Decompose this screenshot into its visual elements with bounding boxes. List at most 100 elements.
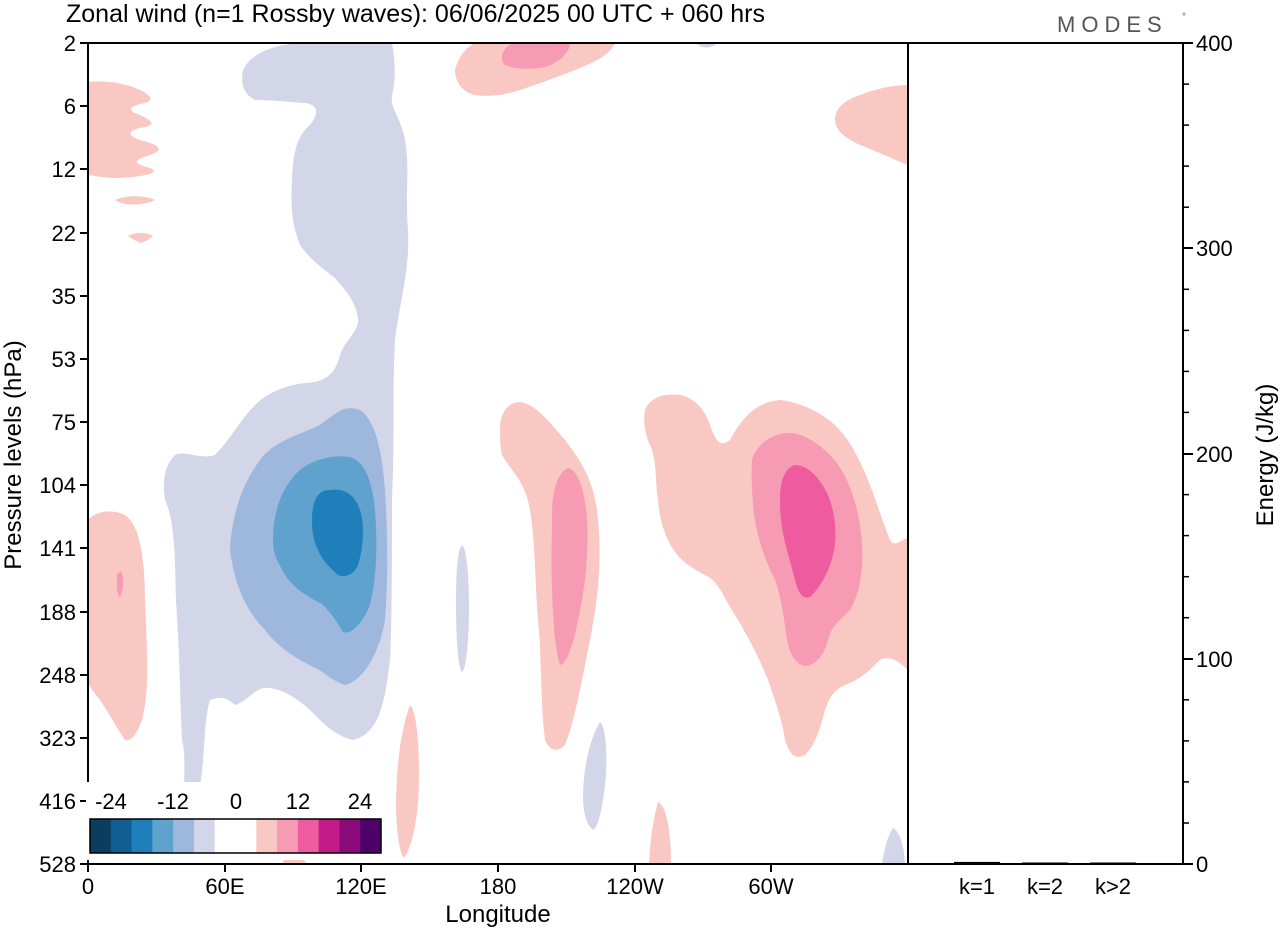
energy-tick: 300 (1183, 236, 1233, 261)
svg-text:200: 200 (1196, 442, 1233, 467)
colorbar-swatch (173, 819, 195, 853)
svg-text:60E: 60E (205, 874, 244, 899)
svg-text:104: 104 (39, 473, 76, 498)
svg-text:120W: 120W (606, 874, 664, 899)
x-axis-label: Longitude (445, 901, 550, 928)
contour-fill (88, 43, 908, 864)
svg-text:0: 0 (1196, 852, 1208, 877)
energy-bar (1090, 862, 1136, 864)
contour-pos-streak-1 (115, 196, 155, 205)
colorbar-tick: -24 (95, 789, 127, 814)
colorbar-tick: 24 (348, 789, 372, 814)
energy-category-label: k=1 (959, 874, 995, 899)
y-tick: 104 (39, 473, 88, 498)
energy-category-label: k>2 (1095, 874, 1131, 899)
svg-text:0: 0 (82, 874, 94, 899)
y-tick: 141 (39, 536, 88, 561)
svg-text:35: 35 (52, 284, 76, 309)
colorbar-swatch (339, 819, 361, 853)
contour-neg-patch-a (456, 545, 469, 672)
svg-text:400: 400 (1196, 31, 1233, 56)
y-tick: 6 (64, 94, 88, 119)
contour-pos-mid-2 (551, 468, 588, 665)
energy-tick: 0 (1183, 852, 1208, 877)
x-tick: 120E (335, 864, 387, 899)
contour-pos-topright (835, 85, 908, 165)
colorbar-swatch (193, 819, 216, 853)
energy-tick: 100 (1183, 647, 1233, 672)
y-tick: 323 (39, 726, 88, 751)
energy-bar (1022, 862, 1068, 864)
svg-text:12: 12 (52, 157, 76, 182)
svg-text:2: 2 (64, 31, 76, 56)
energy-axis-label: Energy (J/kg) (1252, 384, 1279, 527)
contour-neg-level4 (312, 489, 363, 577)
svg-text:248: 248 (39, 663, 76, 688)
y-tick: 248 (39, 663, 88, 688)
energy-minor-ticks (1183, 83, 1189, 824)
y-tick: 528 (39, 852, 88, 877)
energy-panel: 0 100 200 300 400 Energy (J/kg) k=1 k=2 … (907, 31, 1279, 899)
x-axis-longitude: 0 60E 120E 180 120W 60W Longitude (82, 864, 794, 928)
colorbar-swatch (360, 819, 382, 853)
x-tick: 120W (606, 864, 664, 899)
energy-tick: 200 (1183, 442, 1233, 467)
colorbar-tick: 12 (286, 789, 310, 814)
svg-text:22: 22 (52, 221, 76, 246)
svg-text:416: 416 (39, 789, 76, 814)
contour-pos-topcenter (455, 43, 615, 96)
contour-neg-patch-b (583, 722, 607, 830)
colorbar-tick: 0 (230, 789, 242, 814)
energy-category-label: k=2 (1027, 874, 1063, 899)
svg-text:141: 141 (39, 536, 76, 561)
x-tick: 180 (480, 864, 517, 899)
y-tick: 12 (52, 157, 88, 182)
energy-bar (954, 861, 1000, 864)
colorbar-swatches (90, 819, 382, 853)
colorbar-swatch (297, 819, 320, 853)
contour-pos-leftcol (88, 511, 148, 741)
colorbar-swatch (90, 819, 112, 853)
contour-neg-patch-d (696, 43, 718, 48)
y-tick: 75 (52, 410, 88, 435)
y-tick: 22 (52, 221, 88, 246)
contour-panel (87, 42, 909, 865)
colorbar-legend: -24 -12 0 12 24 (86, 782, 386, 860)
colorbar-swatch (131, 819, 153, 853)
contour-pos-bottom-2 (649, 802, 671, 864)
svg-text:60W: 60W (748, 874, 793, 899)
svg-text:323: 323 (39, 726, 76, 751)
svg-text:MODES: MODES (1057, 12, 1168, 37)
y-axis-label: Pressure levels (hPa) (0, 340, 27, 569)
colorbar-swatch (214, 819, 236, 853)
energy-tick: 400 (1183, 31, 1233, 56)
svg-text:180: 180 (480, 874, 517, 899)
svg-text:53: 53 (52, 347, 76, 372)
colorbar-swatch (152, 819, 174, 853)
contour-pos-leftcol-dot (116, 571, 124, 597)
y-tick: 2 (64, 31, 88, 56)
modes-logo: MODES ° (1057, 12, 1186, 37)
y-tick: 416 (39, 789, 88, 814)
contour-pos-topcenter-core (502, 43, 570, 69)
x-tick: 60W (748, 864, 794, 899)
colorbar-swatch (277, 819, 299, 853)
y-tick: 188 (39, 600, 88, 625)
colorbar-swatch (256, 819, 278, 853)
colorbar-swatch (235, 819, 257, 853)
svg-text:300: 300 (1196, 236, 1233, 261)
svg-text:120E: 120E (335, 874, 386, 899)
contour-pos-streak-2 (128, 233, 153, 243)
contour-pos-topleft (88, 81, 159, 178)
contour-neg-patch-c (882, 828, 905, 864)
x-tick: 0 (82, 864, 94, 899)
colorbar-swatch (110, 819, 133, 853)
svg-text:6: 6 (64, 94, 76, 119)
svg-text:100: 100 (1196, 647, 1233, 672)
svg-text:188: 188 (39, 600, 76, 625)
colorbar-swatch (318, 819, 340, 853)
svg-text:528: 528 (39, 852, 76, 877)
chart-title: Zonal wind (n=1 Rossby waves): 06/06/202… (66, 0, 765, 28)
colorbar-tick: -12 (157, 789, 189, 814)
